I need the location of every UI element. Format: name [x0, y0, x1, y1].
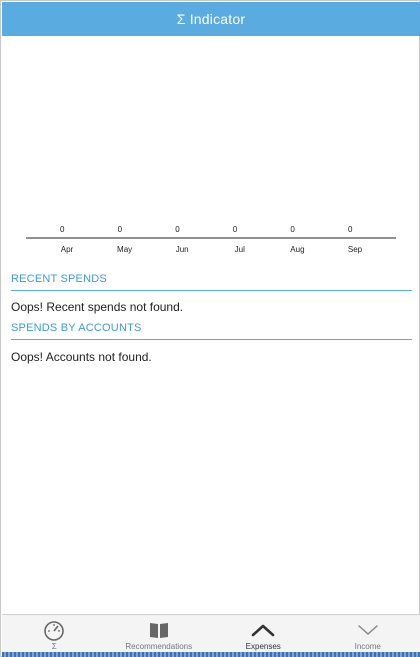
speedometer-icon	[42, 619, 66, 641]
tick-label-apr: Apr	[61, 245, 74, 254]
tick-label-jun: Jun	[176, 245, 189, 254]
recent-spends-title: RECENT SPENDS	[11, 273, 107, 285]
chevron-down-icon	[355, 619, 381, 641]
spends-by-accounts-divider	[11, 339, 412, 340]
app-header: Σ Indicator	[2, 2, 420, 36]
tab-recommendations[interactable]: Recommendations	[107, 615, 212, 652]
chevron-up-icon	[250, 619, 276, 641]
spends-by-accounts-empty-message: Oops! Accounts not found.	[11, 350, 152, 364]
value-label-jun: 0	[175, 225, 180, 234]
tab-indicator[interactable]: Σ	[2, 615, 107, 652]
tick-label-jul: Jul	[235, 245, 245, 254]
book-icon	[147, 619, 171, 641]
tab-recommendations-label: Recommendations	[125, 642, 193, 651]
recent-spends-empty-message: Oops! Recent spends not found.	[11, 300, 184, 314]
tab-income-label: Income	[354, 642, 381, 651]
value-label-may: 0	[118, 225, 123, 234]
tick-label-aug: Aug	[290, 245, 304, 254]
tab-indicator-label: Σ	[51, 642, 57, 651]
value-label-jul: 0	[233, 225, 238, 234]
chart-canvas: 0 Apr 0 May 0 Jun 0 Jul 0 Aug 0 Sep	[26, 225, 396, 254]
bottom-tab-bar: Σ Recommendations Expenses	[2, 614, 420, 652]
recent-spends-divider	[11, 290, 412, 291]
tick-label-may: May	[117, 245, 132, 254]
value-label-aug: 0	[290, 225, 295, 234]
value-label-sep: 0	[348, 225, 353, 234]
tick-label-sep: Sep	[348, 245, 363, 254]
tab-income[interactable]: Income	[316, 615, 420, 652]
monthly-spend-chart: 0 Apr 0 May 0 Jun 0 Jul 0 Aug 0 Sep	[1, 37, 420, 261]
tab-expenses[interactable]: Expenses	[211, 615, 316, 652]
page-title: Σ Indicator	[176, 11, 246, 27]
value-label-apr: 0	[60, 225, 65, 234]
tab-expenses-label: Expenses	[245, 642, 281, 651]
window-bottom-strip	[2, 652, 420, 657]
spends-by-accounts-title: SPENDS BY ACCOUNTS	[11, 322, 142, 334]
